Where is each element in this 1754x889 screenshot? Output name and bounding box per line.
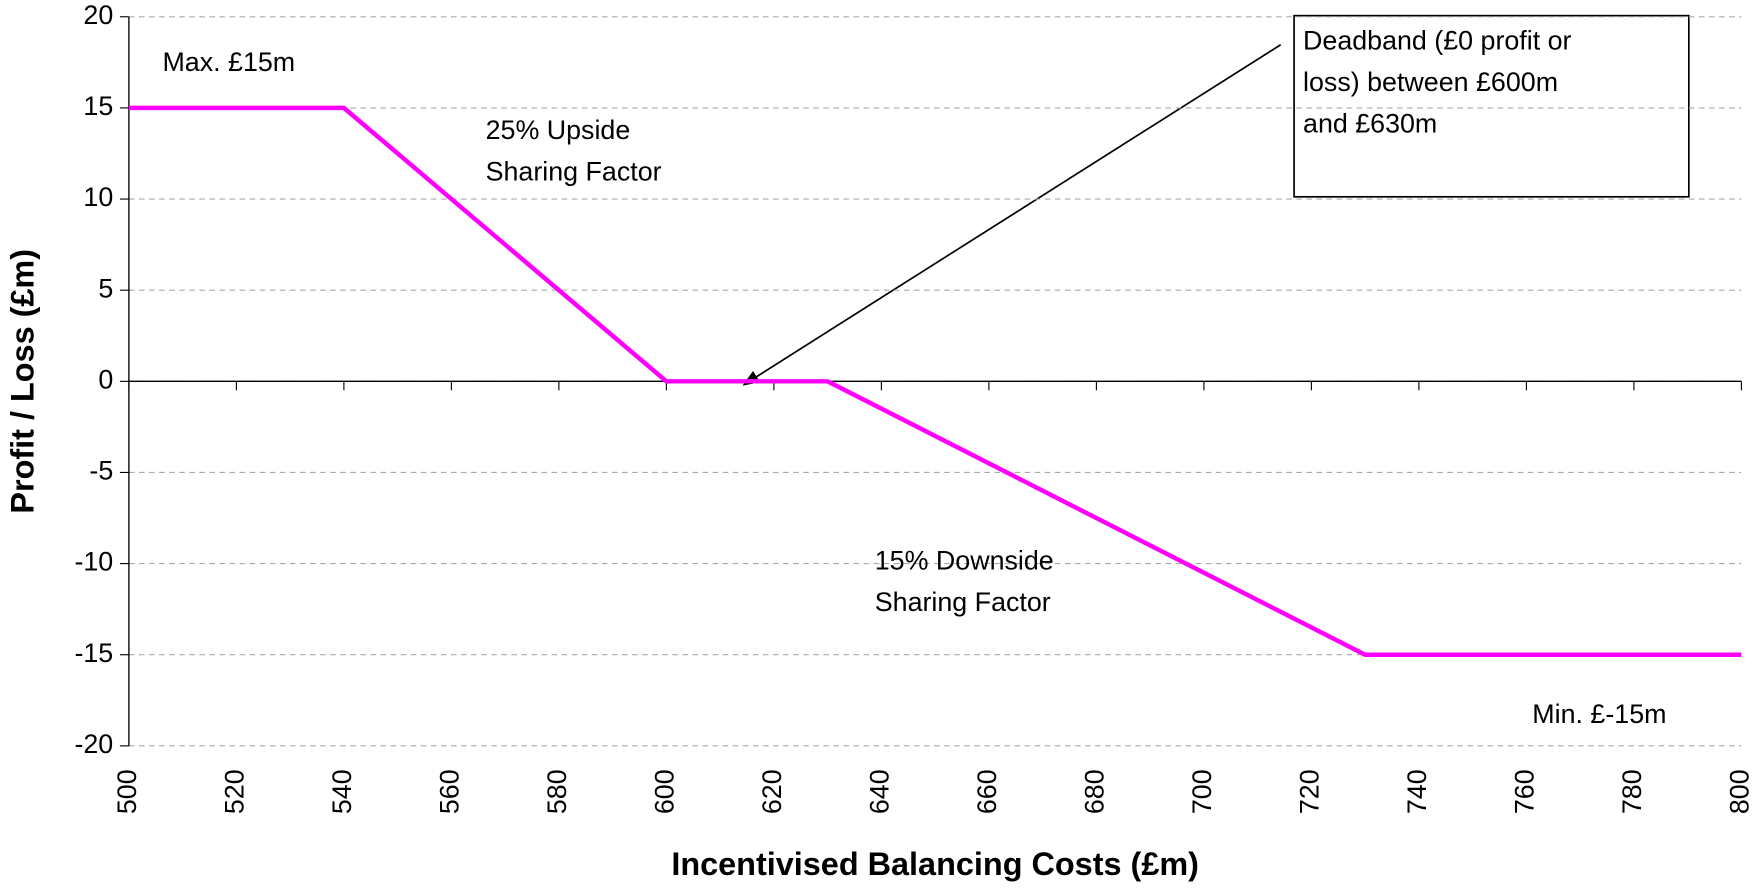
- annotation-box: [1293, 14, 1690, 198]
- annotation: and £630m: [1303, 108, 1437, 138]
- x-tick-label: 600: [649, 769, 679, 814]
- x-tick-label: 700: [1187, 769, 1217, 814]
- y-axis-title: Profit / Loss (£m): [4, 249, 40, 514]
- y-tick-label: 20: [83, 0, 113, 30]
- x-tick-label: 540: [327, 769, 357, 814]
- x-tick-label: 580: [542, 769, 572, 814]
- y-tick-label: -20: [74, 729, 113, 759]
- x-tick-label: 760: [1509, 769, 1539, 814]
- x-tick-label: 500: [112, 769, 142, 814]
- annotation: Sharing Factor: [875, 587, 1051, 617]
- line: [128, 105, 1742, 657]
- x-tick-label: 740: [1402, 769, 1432, 814]
- annotation: Deadband (£0 profit or: [1303, 26, 1572, 56]
- x-tick-label: 520: [219, 769, 249, 814]
- x-tick-label: 660: [972, 769, 1002, 814]
- y-tick-label: 15: [83, 91, 113, 121]
- annotation: loss) between £600m: [1303, 67, 1558, 97]
- annotation-arrow: [742, 44, 1282, 386]
- x-tick-label: 640: [864, 769, 894, 814]
- x-tick-label: 720: [1294, 769, 1324, 814]
- x-tick-label: 800: [1724, 769, 1754, 814]
- annotation: 15% Downside: [875, 546, 1054, 576]
- y-tick-label: 5: [98, 273, 113, 303]
- y-tick-label: -5: [89, 456, 113, 486]
- x-tick-label: 560: [434, 769, 464, 814]
- y-tick-label: 10: [83, 182, 113, 212]
- y-tick-label: -10: [74, 547, 113, 577]
- annotation: Sharing Factor: [486, 156, 662, 186]
- annotation: Max. £15m: [162, 47, 295, 77]
- y-tick-label: -15: [74, 638, 113, 668]
- y-tick-label: 0: [98, 364, 113, 394]
- x-tick-label: 620: [757, 769, 787, 814]
- x-tick-label: 780: [1617, 769, 1647, 814]
- annotation: Min. £-15m: [1532, 699, 1666, 729]
- annotation: 25% Upside: [486, 115, 631, 145]
- x-axis-title: Incentivised Balancing Costs (£m): [671, 846, 1199, 882]
- x-tick-label: 680: [1079, 769, 1109, 814]
